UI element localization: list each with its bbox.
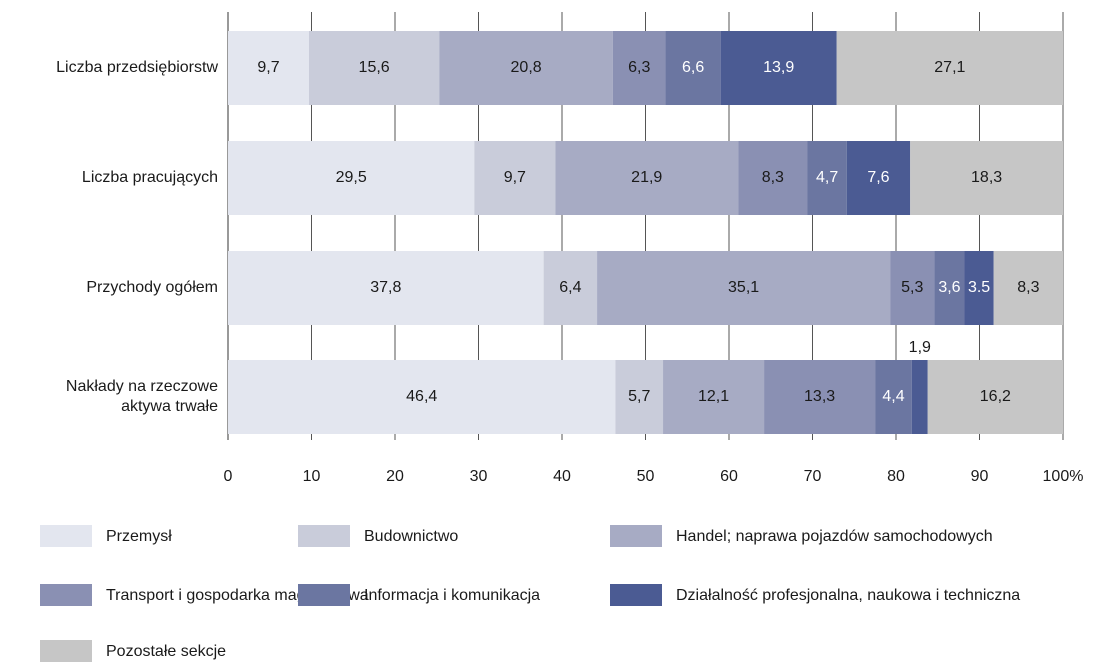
x-tick-label: 80 bbox=[887, 468, 905, 485]
bar-segment bbox=[228, 141, 475, 215]
x-tick-label: 10 bbox=[303, 468, 321, 485]
data-label: 13,9 bbox=[763, 59, 794, 76]
legend-label: Działalność profesjonalna, naukowa i tec… bbox=[676, 587, 1020, 604]
bar-segment bbox=[890, 251, 935, 325]
data-label: 16,2 bbox=[980, 388, 1011, 405]
data-label: 8,3 bbox=[1017, 279, 1039, 296]
bar-segment bbox=[555, 141, 739, 215]
category-label: Liczba przedsiębiorstw bbox=[56, 59, 218, 76]
legend-label: Przemysł bbox=[106, 528, 172, 545]
data-label: 21,9 bbox=[631, 169, 662, 186]
bar-segment bbox=[474, 141, 556, 215]
data-label: 20,8 bbox=[511, 59, 542, 76]
bar-segment bbox=[927, 360, 1063, 434]
bar-segment bbox=[597, 251, 891, 325]
bar-segment bbox=[846, 141, 911, 215]
bar-segment bbox=[738, 141, 808, 215]
legend-swatch bbox=[40, 525, 92, 547]
x-tick-label: 60 bbox=[720, 468, 738, 485]
bar-segment bbox=[993, 251, 1063, 325]
bar-segment bbox=[228, 31, 309, 105]
bar-segment bbox=[764, 360, 876, 434]
bar-segment bbox=[836, 31, 1063, 105]
bar-segment bbox=[665, 31, 721, 105]
data-label: 9,7 bbox=[504, 169, 526, 186]
legend-swatch bbox=[610, 584, 662, 606]
bar-segment bbox=[934, 251, 965, 325]
data-label: 35,1 bbox=[728, 279, 759, 296]
bar-segment bbox=[439, 31, 613, 105]
data-label: 6,6 bbox=[682, 59, 704, 76]
legend-label: Handel; naprawa pojazdów samochodowych bbox=[676, 528, 993, 545]
category-label: Nakłady na rzeczowe aktywa trwałe bbox=[65, 378, 218, 415]
data-label: 7,6 bbox=[867, 169, 889, 186]
data-label: 9,7 bbox=[257, 59, 279, 76]
legend-label: Pozostałe sekcje bbox=[106, 643, 226, 660]
data-label: 5,3 bbox=[901, 279, 923, 296]
bar-segment bbox=[910, 141, 1063, 215]
bar-segment bbox=[720, 31, 837, 105]
x-tick-label: 20 bbox=[386, 468, 404, 485]
data-label: 3.5 bbox=[968, 279, 990, 296]
bar-segment bbox=[964, 251, 994, 325]
data-label: 4,4 bbox=[882, 388, 904, 405]
legend-label: Informacja i komunikacja bbox=[364, 587, 540, 604]
bar-segment bbox=[807, 141, 847, 215]
legend-swatch bbox=[40, 584, 92, 606]
data-label: 8,3 bbox=[762, 169, 784, 186]
x-tick-label: 50 bbox=[637, 468, 655, 485]
bar-segment bbox=[228, 360, 616, 434]
legend-swatch bbox=[40, 640, 92, 662]
x-tick-label: 30 bbox=[470, 468, 488, 485]
legend-label: Budownictwo bbox=[364, 528, 458, 545]
data-label: 3,6 bbox=[938, 279, 960, 296]
legend-swatch bbox=[298, 584, 350, 606]
data-label: 6,4 bbox=[559, 279, 581, 296]
bar-segment bbox=[615, 360, 664, 434]
data-label: 13,3 bbox=[804, 388, 835, 405]
data-label: 27,1 bbox=[934, 59, 965, 76]
bar-segment bbox=[228, 251, 544, 325]
data-label: 29,5 bbox=[336, 169, 367, 186]
bar-segment bbox=[875, 360, 912, 434]
bar-segment bbox=[911, 360, 928, 434]
bar-segment bbox=[308, 31, 440, 105]
category-label: Przychody ogółem bbox=[86, 279, 218, 296]
data-label: 15,6 bbox=[359, 59, 390, 76]
data-label: 5,7 bbox=[628, 388, 650, 405]
x-tick-label: 70 bbox=[804, 468, 822, 485]
data-label: 46,4 bbox=[406, 388, 437, 405]
data-label: 12,1 bbox=[698, 388, 729, 405]
bar-segment bbox=[612, 31, 666, 105]
category-label: Liczba pracujących bbox=[81, 169, 218, 186]
data-label: 18,3 bbox=[971, 169, 1002, 186]
data-label: 1,9 bbox=[909, 339, 931, 356]
data-label: 4,7 bbox=[816, 169, 838, 186]
x-tick-label: 0 bbox=[224, 468, 233, 485]
data-label: 6,3 bbox=[628, 59, 650, 76]
x-tick-label: 90 bbox=[971, 468, 989, 485]
x-tick-label: 100% bbox=[1043, 468, 1084, 485]
bar-segment bbox=[663, 360, 765, 434]
x-tick-label: 40 bbox=[553, 468, 571, 485]
bar-segment bbox=[543, 251, 598, 325]
legend-swatch bbox=[298, 525, 350, 547]
data-label: 37,8 bbox=[370, 279, 401, 296]
legend-swatch bbox=[610, 525, 662, 547]
